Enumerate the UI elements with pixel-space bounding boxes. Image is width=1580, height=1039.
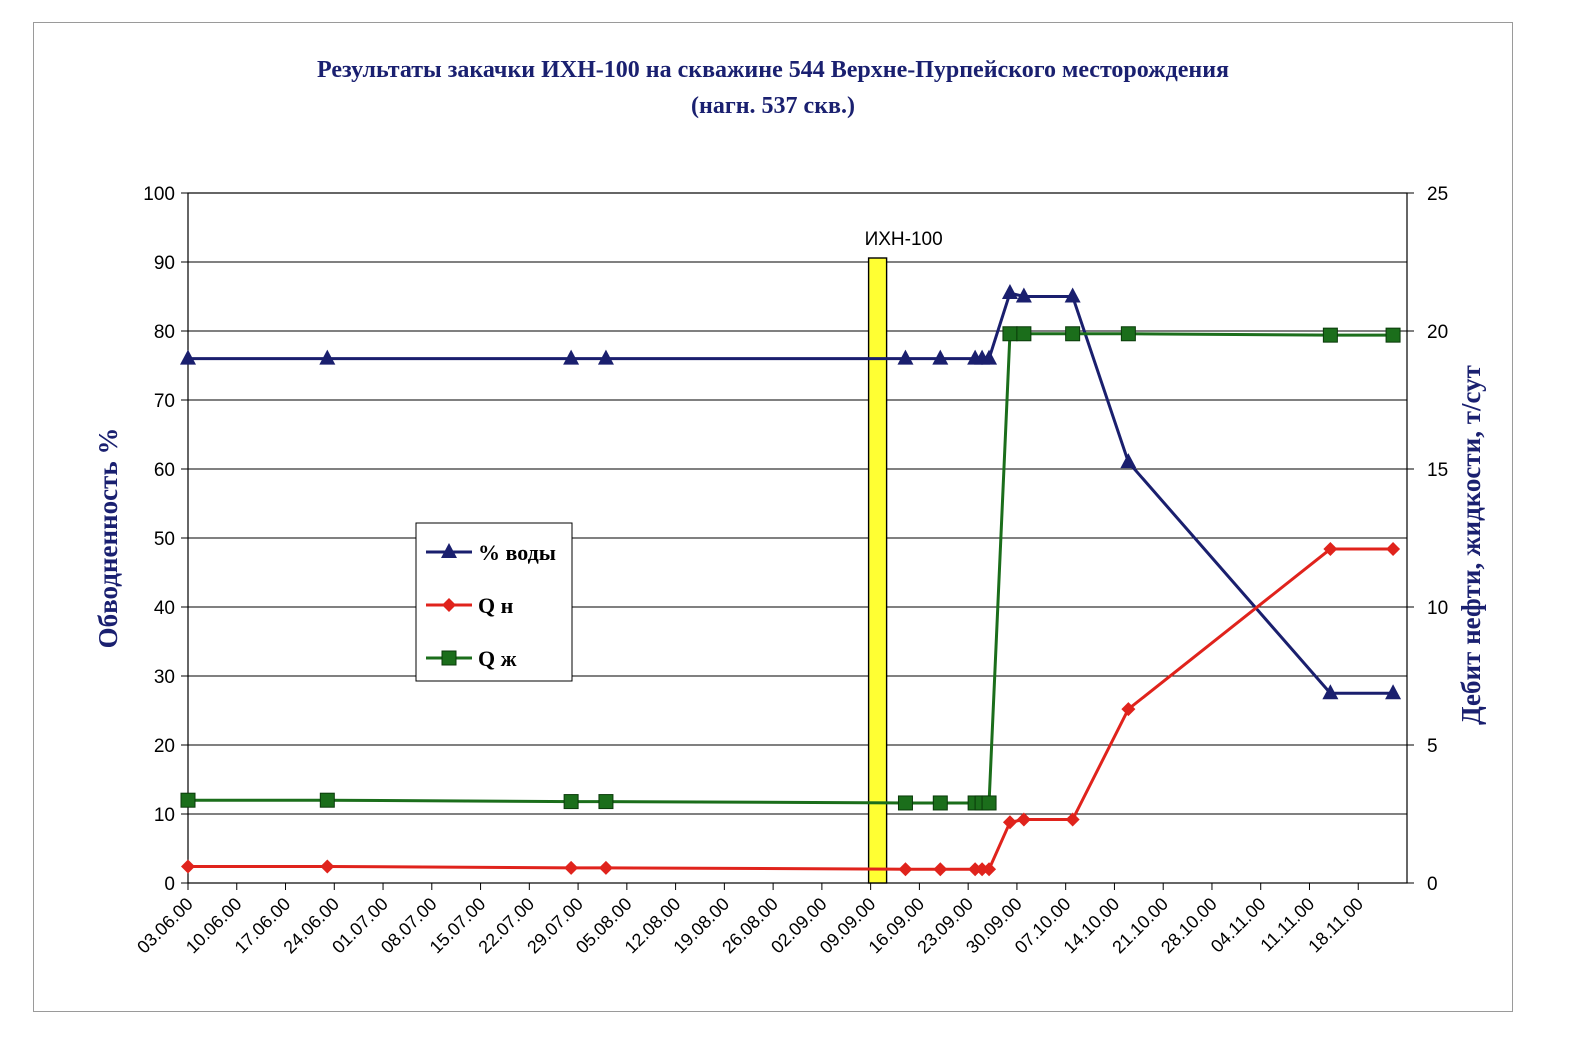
marker-triangle [563,349,580,365]
tick-label-left: 40 [154,598,175,619]
marker-diamond [1065,812,1080,827]
marker-diamond [1386,542,1401,557]
tick-label-right: 5 [1427,736,1438,757]
marker-square [598,794,614,810]
marker-square [1016,326,1032,342]
tick-label-right: 15 [1427,460,1448,481]
marker-triangle [1120,453,1137,469]
marker-square [563,794,579,810]
series-1 [181,542,1401,877]
series-group [180,284,1402,877]
legend-label: Q н [478,593,514,618]
marker-triangle [319,349,336,365]
marker-diamond [564,860,579,875]
marker-triangle [897,349,914,365]
marker-triangle [1001,284,1018,300]
tick-label-left: 0 [164,874,175,895]
tick-label-left: 10 [154,805,175,826]
chart-subtitle: (нагн. 537 скв.) [691,93,855,119]
marker-square [1385,327,1401,343]
marker-diamond [598,860,613,875]
marker-triangle [1015,287,1032,303]
marker-diamond [181,859,195,874]
marker-diamond [320,859,335,874]
right-axis-ticks: 0 5 10 15 20 25 [1407,184,1448,895]
marker-triangle [981,349,998,365]
marker-diamond [1002,815,1017,830]
marker-square [897,795,913,811]
annotation-group: ИХН-100 [865,229,943,884]
tick-label-left: 20 [154,736,175,757]
marker-diamond [933,862,948,877]
x-axis-ticks: 03.06.0010.06.0017.06.0024.06.0001.07.00… [133,883,1367,957]
marker-triangle [1322,684,1339,700]
tick-label-left: 90 [154,253,175,274]
tick-label-x: 18.11.00 [1304,894,1367,957]
marker-square [319,792,335,808]
marker-triangle [1385,684,1402,700]
tick-label-right: 25 [1427,184,1448,205]
series-line [188,332,1394,805]
tick-label-left: 30 [154,667,175,688]
annotation-label: ИХН-100 [865,229,943,250]
marker-square [1002,326,1018,342]
marker-triangle [1064,287,1081,303]
annotation-bar [867,257,888,884]
gridlines [187,192,1408,884]
legend-label: % воды [478,540,556,565]
legend-label: Q ж [478,646,517,671]
marker-square [981,795,997,811]
marker-square [180,792,196,808]
series-line [188,547,1394,871]
tick-label-right: 10 [1427,598,1448,619]
marker-triangle [597,349,614,365]
tick-label-left: 70 [154,391,175,412]
tick-label-right: 0 [1427,874,1438,895]
series-line [188,291,1394,695]
marker-diamond [1016,812,1031,827]
series-0 [180,284,1402,700]
marker-diamond [1121,702,1136,717]
marker-diamond [982,862,997,877]
chart-title: Результаты закачки ИХН-100 на скважине 5… [316,57,1230,83]
chart-frame [33,22,1513,1012]
tick-label-left: 50 [154,529,175,550]
tick-label-left: 80 [154,322,175,343]
legend: % воды Q н Q ж [415,522,573,682]
tick-label-right: 20 [1427,322,1448,343]
y-axis-right-title: Дебит нефти, жидкости, т/сут [1456,365,1486,725]
marker-diamond [1323,542,1338,557]
tick-label-left: 100 [143,184,175,205]
marker-square [932,795,948,811]
marker-diamond [898,862,913,877]
marker-square [1322,327,1338,343]
left-axis-ticks: 0 10 20 30 40 50 60 70 80 90 100 [143,184,188,895]
marker-square [1120,326,1136,342]
marker-diamond [442,598,456,612]
marker-square [1065,326,1081,342]
tick-label-left: 60 [154,460,175,481]
series-2 [180,326,1401,811]
y-axis-left-title: Обводненность % [93,428,123,649]
marker-triangle [180,349,196,365]
marker-triangle [932,349,949,365]
marker-triangle [441,543,457,558]
marker-square [441,650,457,666]
tick-label-x: 04.11.00 [1207,894,1270,957]
